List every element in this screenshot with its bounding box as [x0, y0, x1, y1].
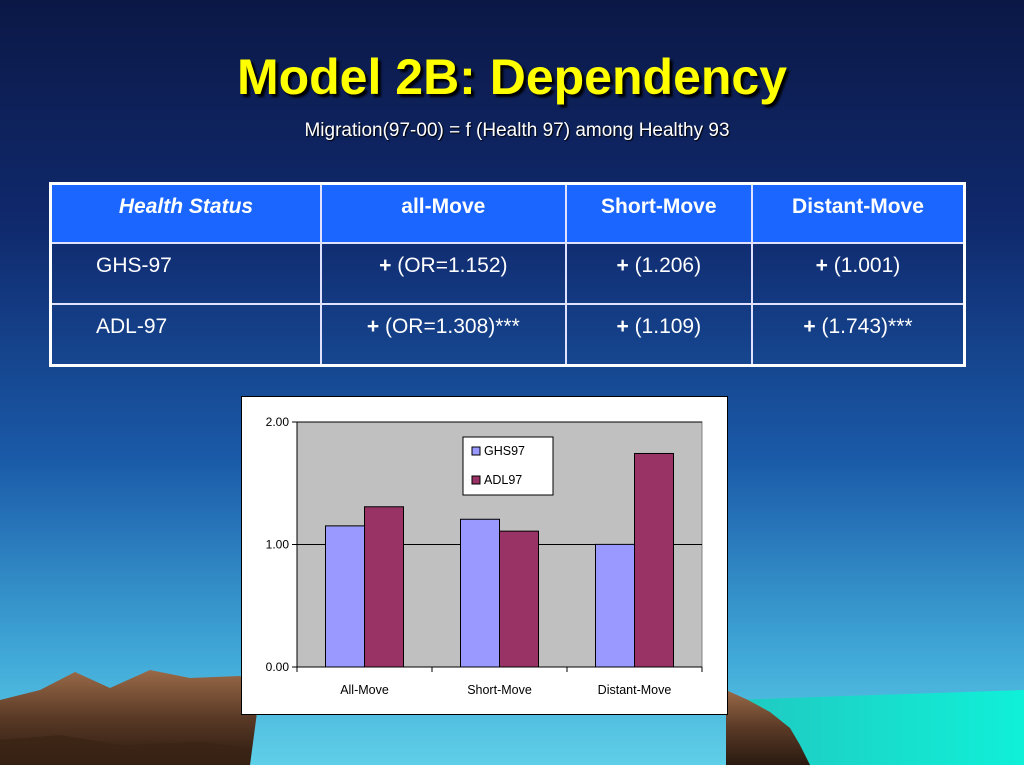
header-all-move: all-Move: [320, 182, 567, 244]
x-tick-label: All-Move: [340, 683, 389, 697]
x-tick-label: Distant-Move: [598, 683, 672, 697]
slide-title: Model 2B: Dependency: [236, 49, 788, 105]
cell-value: (OR=1.152): [397, 254, 508, 277]
sign: +: [616, 314, 629, 338]
bar-ghs97: [325, 525, 365, 668]
x-tick-label: Short-Move: [467, 683, 532, 697]
cell-value: (1.109): [634, 314, 702, 338]
bar-adl97: [499, 530, 539, 668]
table-cell: + (1.206): [564, 242, 753, 305]
table-cell: + (1.001): [750, 242, 966, 305]
table-cell: + (1.109): [564, 302, 753, 367]
header-short-move: Short-Move: [564, 182, 753, 244]
y-tick-label: 0.00: [266, 660, 290, 674]
bar-ghs97: [460, 518, 500, 668]
sign: +: [815, 254, 828, 277]
table-cell: + (OR=1.308)***: [320, 302, 567, 367]
slide-subtitle: Migration(97-00) = f (Health 97) among H…: [304, 120, 730, 141]
header-health-status: Health Status: [49, 182, 322, 244]
legend-swatch: [471, 475, 481, 485]
sign: +: [803, 314, 816, 338]
legend-label: GHS97: [484, 444, 525, 458]
table-cell: + (OR=1.152): [320, 242, 567, 305]
cell-value: (1.001): [833, 254, 901, 277]
sign: +: [379, 254, 392, 277]
row-label: GHS-97: [49, 242, 322, 305]
bar-adl97: [364, 506, 404, 668]
cell-value: (1.743)***: [821, 314, 913, 338]
legend-swatch: [471, 446, 481, 456]
sign: +: [366, 314, 380, 338]
cell-value: (1.206): [634, 254, 702, 277]
bar-chart-svg: 0.00 1.00 2.00 All-Move Short-Move Distant-Mo…: [266, 415, 703, 697]
results-table: Health Status all-Move Short-Move Distan…: [49, 182, 966, 367]
bar-ghs97: [595, 543, 635, 668]
table-row: GHS-97 + (OR=1.152) + (1.206) + (1.001): [49, 242, 966, 305]
row-label: ADL-97: [49, 302, 322, 367]
y-tick-label: 1.00: [266, 538, 290, 552]
header-distant-move: Distant-Move: [750, 182, 966, 244]
bar-chart: 0.00 1.00 2.00 All-Move Short-Move Distant-Mo…: [241, 396, 728, 715]
table-cell: + (1.743)***: [750, 302, 966, 367]
bar-adl97: [634, 452, 674, 668]
cell-value: (OR=1.308)***: [384, 314, 520, 338]
sign: +: [616, 254, 629, 277]
table-header-row: Health Status all-Move Short-Move Distan…: [49, 182, 966, 244]
table-row: ADL-97 + (OR=1.308)*** + (1.109) + (1.74…: [49, 302, 966, 367]
y-tick-label: 2.00: [266, 415, 290, 429]
legend-label: ADL97: [484, 473, 522, 487]
